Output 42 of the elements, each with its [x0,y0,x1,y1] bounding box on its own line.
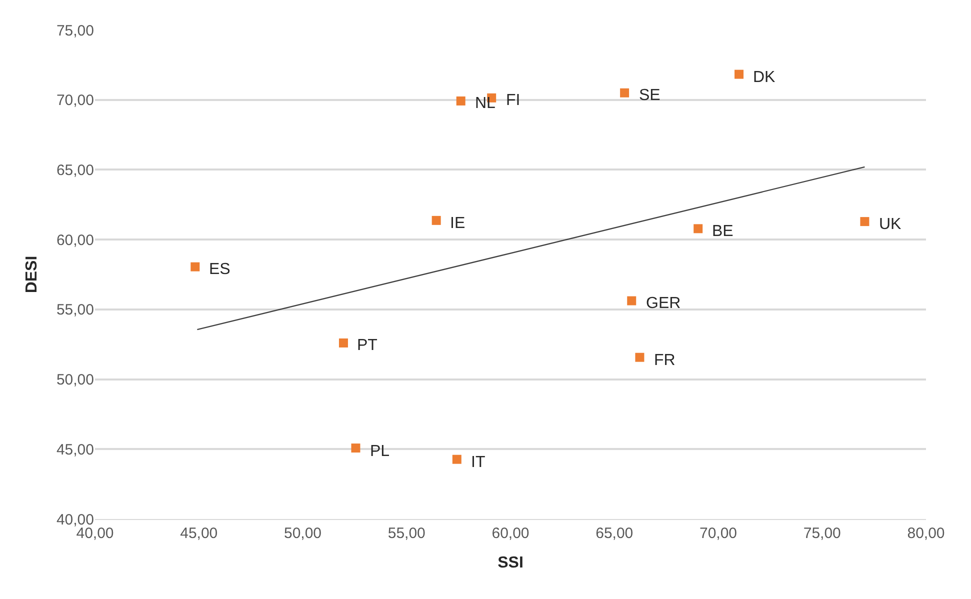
point [452,454,462,464]
annotation: PT [357,337,378,354]
point [734,70,744,79]
annotation: IE [450,215,466,232]
point [190,262,200,272]
annotation: DK [753,69,776,86]
y-tick-label: 65,00 [56,162,94,179]
point [432,216,441,225]
point [338,338,348,348]
point [620,88,630,98]
y-tick-label: 50,00 [56,372,94,389]
annotation: FR [654,352,676,369]
point [635,352,644,362]
annotation: SE [639,87,660,104]
annotation: NL [475,95,496,112]
annotation: PL [370,443,390,460]
x-tick-label: 45,00 [180,525,218,542]
x-tick-label: 80,00 [907,525,945,542]
x-axis-title: SSI [498,554,524,572]
x-tick-label: 60,00 [492,525,530,542]
x-tick-label: 70,00 [699,525,738,542]
y-tick-label: 75,00 [56,22,94,40]
y-tick-label: 45,00 [56,441,94,458]
x-tick-label: 55,00 [388,525,426,542]
y-tick-label: 55,00 [56,302,94,319]
annotation: ES [209,261,230,278]
point [456,96,466,106]
point [860,217,870,226]
point [627,296,636,306]
annotation: UK [879,216,902,233]
annotation: BE [712,223,734,240]
point [694,224,703,234]
annotation: GER [646,295,681,312]
y-tick-label: 60,00 [56,232,94,249]
annotation: IT [471,454,486,471]
y-axis-title: DESI [23,256,40,294]
x-tick-label: 50,00 [284,525,322,542]
point [351,444,360,453]
x-tick-label: 65,00 [596,525,634,542]
annotation: FI [506,92,520,109]
x-tick-label: 75,00 [803,525,841,542]
y-tick-label: 70,00 [56,92,94,110]
